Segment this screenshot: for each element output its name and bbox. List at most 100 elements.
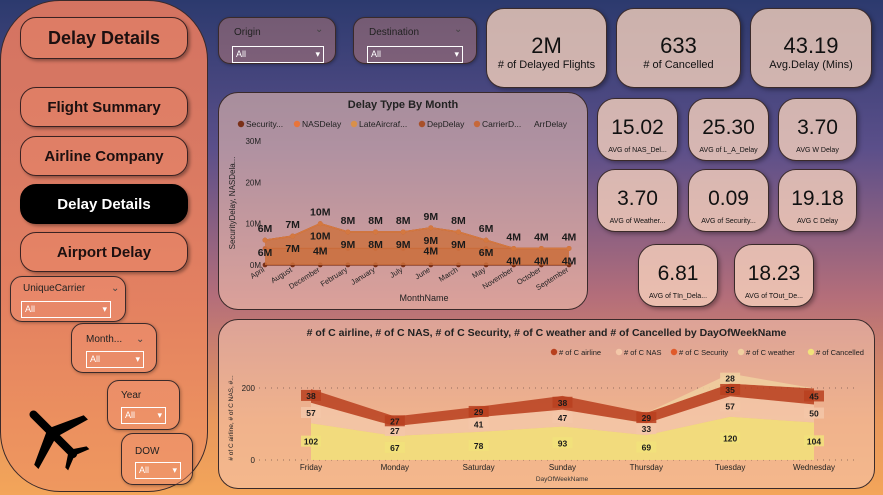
year-select[interactable]: All ▾ xyxy=(121,407,166,424)
data-label-bg xyxy=(720,372,741,384)
data-label: 28 xyxy=(725,374,735,384)
chevron-down-icon[interactable]: ⌄ xyxy=(454,24,463,35)
data-label: 7M xyxy=(285,219,300,231)
avg-late-aircraft-delay-card: 25.30 AVG of L_A_Delay xyxy=(688,98,769,161)
kpi-label: AVG of TIn_Dela... xyxy=(648,293,708,300)
y-tick-label: 10M xyxy=(245,220,261,229)
delayed-flights-label: # of Delayed Flights xyxy=(497,59,596,71)
data-label: 120 xyxy=(723,433,737,443)
data-label: 4M xyxy=(506,255,521,267)
x-tick-label: Saturday xyxy=(463,463,495,472)
slicer-label: UniqueCarrier xyxy=(23,283,86,294)
data-label: 69 xyxy=(642,443,652,453)
data-label: 4M xyxy=(424,245,439,257)
data-label: 4M xyxy=(534,255,549,267)
chevron-down-icon[interactable]: ⌄ xyxy=(315,24,324,35)
slicer-label: Year xyxy=(121,390,142,401)
chevron-down-icon: ▾ xyxy=(172,465,177,475)
data-point xyxy=(511,246,517,251)
month-select[interactable]: All ▾ xyxy=(86,351,144,368)
kpi-value: 3.70 xyxy=(797,116,838,139)
data-label: 29 xyxy=(642,413,652,423)
cancellations-by-day-chart[interactable]: # of C airline, # of C NAS, # of C Secur… xyxy=(218,319,875,489)
month-slicer[interactable]: Month... ⌄ All ▾ xyxy=(71,323,157,373)
data-label: 10M xyxy=(310,231,331,243)
y-tick-label: 30M xyxy=(245,137,261,146)
data-label: 9M xyxy=(396,239,411,251)
legend-marker xyxy=(293,120,301,128)
dow-select[interactable]: All ▾ xyxy=(135,462,181,479)
legend-marker xyxy=(807,348,815,356)
series-area xyxy=(265,223,569,265)
data-label: 4M xyxy=(313,245,328,257)
data-label: 29 xyxy=(474,407,484,417)
cancellations-chart-svg: # of C airline # of C NAS # of C Security #… xyxy=(228,348,864,483)
series-area xyxy=(265,223,569,265)
data-label-bg xyxy=(636,412,657,424)
airplane-icon xyxy=(29,410,90,471)
data-label-bg xyxy=(720,432,741,444)
destination-slicer[interactable]: Destination ⌄ All ▾ xyxy=(353,17,477,64)
legend-marker xyxy=(615,348,623,356)
data-point xyxy=(290,233,296,239)
data-label: 9M xyxy=(451,239,466,251)
data-label-bg xyxy=(636,441,657,453)
nav-airport-delay-button[interactable]: Airport Delay xyxy=(20,232,188,272)
x-tick-label: July xyxy=(388,265,404,280)
data-label: 47 xyxy=(558,413,568,423)
data-point xyxy=(373,229,378,235)
x-tick-label: Wednesday xyxy=(793,463,835,472)
year-slicer[interactable]: Year All ▾ xyxy=(107,380,180,430)
kpi-value: 15.02 xyxy=(611,116,664,139)
page-title-button: Delay Details xyxy=(20,17,188,59)
data-label-bg xyxy=(720,383,741,395)
data-label-bg xyxy=(636,423,657,435)
series-area xyxy=(265,223,569,265)
destination-select[interactable]: All ▾ xyxy=(367,46,463,63)
dow-slicer[interactable]: DOW All ▾ xyxy=(121,433,193,485)
data-label: 9M xyxy=(424,235,439,247)
kpi-value: 18.23 xyxy=(747,262,801,285)
data-point xyxy=(483,237,489,243)
data-point xyxy=(317,262,323,268)
nav-airline-company-button[interactable]: Airline Company xyxy=(20,136,188,176)
unique-carrier-slicer[interactable]: UniqueCarrier ⌄ All ▾ xyxy=(10,276,126,322)
y-tick-label: 200 xyxy=(242,384,256,393)
x-tick-label: Sunday xyxy=(549,463,576,472)
data-label: 8M xyxy=(341,215,356,227)
data-label-bg xyxy=(552,396,573,408)
delay-type-by-month-chart[interactable]: Delay Type By Month Security... NASDelay L… xyxy=(218,92,588,310)
x-tick-label: November xyxy=(481,265,516,291)
chevron-down-icon: ▾ xyxy=(454,49,459,59)
data-point xyxy=(456,262,461,268)
data-point xyxy=(483,246,489,251)
avg-delay-label: Avg.Delay (Mins) xyxy=(769,59,853,71)
data-label: 33 xyxy=(642,424,652,434)
origin-slicer[interactable]: Origin ⌄ All ▾ xyxy=(218,17,336,64)
x-tick-label: December xyxy=(287,265,322,291)
data-point xyxy=(317,221,323,227)
data-point xyxy=(373,246,378,251)
kpi-label: AVG of Security... xyxy=(701,218,756,225)
data-label: 6M xyxy=(258,223,273,235)
kpi-label: AVG of Weather... xyxy=(609,218,666,225)
origin-select[interactable]: All ▾ xyxy=(232,46,324,63)
chevron-down-icon[interactable]: ⌄ xyxy=(136,334,145,345)
delay-type-chart-svg: Security... NASDelay LateAircraf... DepDela… xyxy=(228,119,577,303)
kpi-label: AVG of TOut_De... xyxy=(745,293,803,300)
chevron-down-icon: ▾ xyxy=(315,49,320,59)
y-tick-label: 20M xyxy=(245,178,261,187)
chevron-down-icon[interactable]: ⌄ xyxy=(111,283,120,294)
data-point xyxy=(456,229,461,235)
avg-weather-delay-card: 3.70 AVG of Weather... xyxy=(597,169,678,232)
data-point xyxy=(345,262,351,268)
data-label-bg xyxy=(468,418,489,430)
nav-flight-summary-button[interactable]: Flight Summary xyxy=(20,87,188,127)
cancelled-label: # of Cancelled xyxy=(643,59,714,71)
series-area xyxy=(265,248,569,265)
nav-delay-details-button[interactable]: Delay Details xyxy=(20,184,188,224)
data-label: 6M xyxy=(479,247,494,259)
data-label: 38 xyxy=(306,391,316,401)
chevron-down-icon: ▾ xyxy=(135,354,140,364)
unique-carrier-select[interactable]: All ▾ xyxy=(21,301,111,318)
